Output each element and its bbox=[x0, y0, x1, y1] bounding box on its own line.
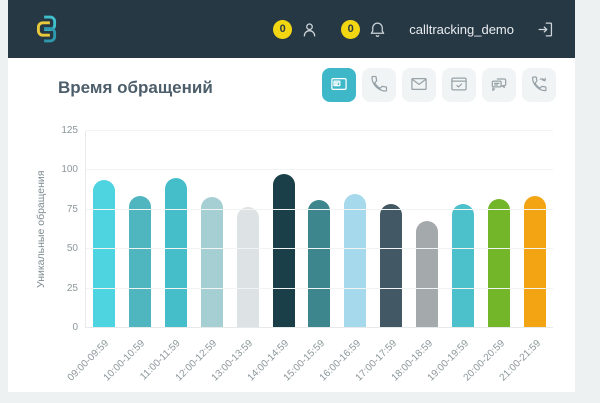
channel-filter-toolbar bbox=[322, 68, 556, 102]
filter-callback-button[interactable] bbox=[522, 68, 556, 102]
envelope-icon bbox=[409, 74, 429, 97]
filter-email-button[interactable] bbox=[402, 68, 436, 102]
card-file-icon bbox=[329, 74, 349, 97]
account-name[interactable]: calltracking_demo bbox=[409, 21, 514, 37]
bar-09:00-09:59 bbox=[92, 179, 115, 328]
bar-20:00-20:59 bbox=[488, 198, 511, 328]
bar-slot bbox=[337, 131, 373, 328]
bar-slot bbox=[517, 131, 553, 328]
filter-calls-button[interactable] bbox=[362, 68, 396, 102]
online-users-badge[interactable]: 0 bbox=[273, 19, 293, 39]
logo-icon bbox=[36, 15, 57, 43]
bar-slot bbox=[481, 131, 517, 328]
y-tick-label: 75 bbox=[66, 203, 78, 215]
y-axis-ticks: 0 25 50 75 100 125 bbox=[8, 126, 78, 333]
chat-icon bbox=[489, 74, 509, 97]
gridline bbox=[86, 208, 553, 210]
y-tick-label: 50 bbox=[66, 243, 78, 255]
gridline bbox=[86, 248, 553, 250]
phone-icon bbox=[369, 74, 389, 97]
window-check-icon bbox=[449, 74, 469, 97]
bar-14:00-14:59 bbox=[272, 173, 295, 328]
bars bbox=[86, 131, 553, 328]
bar-slot bbox=[158, 131, 194, 328]
bar-slot bbox=[302, 131, 338, 328]
filter-site-form-button[interactable] bbox=[442, 68, 476, 102]
bar-10:00-10:59 bbox=[128, 195, 151, 328]
page-title: Время обращений bbox=[58, 78, 213, 97]
app-header: 0 0 calltracking_demo bbox=[8, 0, 575, 58]
plot-area bbox=[85, 130, 553, 328]
y-tick-label: 25 bbox=[66, 282, 78, 294]
y-tick-label: 125 bbox=[61, 125, 78, 136]
filter-all-requests-button[interactable] bbox=[322, 68, 356, 102]
x-axis-labels: 09:00-09:59 10:00-10:59 11:00-11:59 12:00-1… bbox=[65, 328, 553, 388]
bell-icon[interactable] bbox=[368, 20, 387, 39]
y-tick-label: 0 bbox=[72, 322, 78, 333]
bar-slot bbox=[266, 131, 302, 328]
users-icon[interactable] bbox=[300, 20, 319, 39]
bar-slot bbox=[409, 131, 445, 328]
notifications-badge[interactable]: 0 bbox=[341, 19, 361, 39]
bar-12:00-12:59 bbox=[200, 197, 223, 328]
bar-slot bbox=[445, 131, 481, 328]
bar-17:00-17:59 bbox=[380, 203, 403, 328]
filter-chat-button[interactable] bbox=[482, 68, 516, 102]
bar-15:00-15:59 bbox=[308, 200, 331, 328]
bar-21:00-21:59 bbox=[524, 195, 547, 328]
gridline bbox=[86, 287, 553, 289]
bar-11:00-11:59 bbox=[164, 178, 187, 328]
app-logo[interactable] bbox=[26, 7, 68, 51]
y-tick-label: 100 bbox=[61, 164, 78, 176]
bar-18:00-18:59 bbox=[416, 220, 439, 328]
callback-phone-icon bbox=[529, 74, 549, 97]
gridline bbox=[86, 169, 553, 171]
bar-slot bbox=[230, 131, 266, 328]
bar-19:00-19:59 bbox=[452, 203, 475, 328]
gridline bbox=[86, 130, 553, 131]
bar-slot bbox=[122, 131, 158, 328]
gridline bbox=[86, 327, 553, 328]
report-card: Время обращений bbox=[8, 58, 575, 392]
bar-slot bbox=[86, 131, 122, 328]
bar-slot bbox=[373, 131, 409, 328]
bar-13:00-13:59 bbox=[236, 206, 259, 328]
bar-16:00-16:59 bbox=[344, 194, 367, 328]
bar-slot bbox=[194, 131, 230, 328]
logout-icon[interactable] bbox=[536, 20, 555, 39]
